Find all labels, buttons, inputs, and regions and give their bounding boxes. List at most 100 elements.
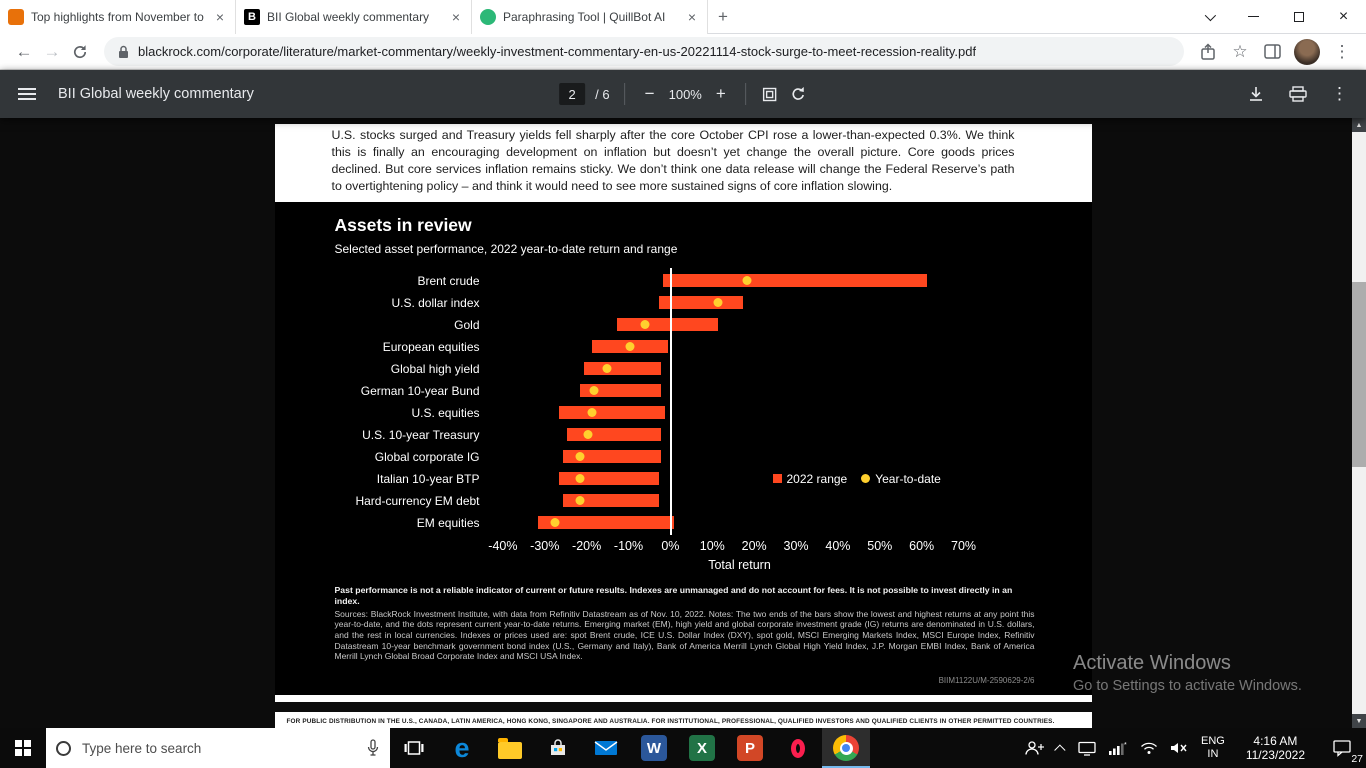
tab-close-icon[interactable]: × xyxy=(687,8,696,25)
powerpoint-button[interactable]: P xyxy=(726,728,774,768)
fit-page-icon[interactable] xyxy=(761,87,779,102)
zoom-out-button[interactable]: − xyxy=(644,84,655,103)
print-glyph xyxy=(1289,86,1307,102)
tray-expand-button[interactable] xyxy=(1052,728,1072,768)
url-text[interactable]: blackrock.com/corporate/literature/marke… xyxy=(138,44,977,59)
ytd-dot[interactable] xyxy=(587,407,597,417)
rotate-icon[interactable] xyxy=(789,86,807,102)
category-label: Gold xyxy=(454,317,480,332)
ytd-dot[interactable] xyxy=(589,385,599,395)
chrome-button[interactable] xyxy=(822,728,870,768)
intro-paragraph: U.S. stocks surged and Treasury yields f… xyxy=(331,128,1015,193)
microphone-icon[interactable] xyxy=(366,739,380,757)
tab-close-icon[interactable]: × xyxy=(451,8,460,25)
share-icon[interactable] xyxy=(1194,38,1222,66)
side-panel-icon[interactable] xyxy=(1258,38,1286,66)
legend-label: Year-to-date xyxy=(875,471,941,486)
tab-close-icon[interactable]: × xyxy=(215,8,224,25)
ytd-dot[interactable] xyxy=(583,429,593,439)
browser-tab-3[interactable]: Paraphrasing Tool | QuillBot AI × xyxy=(472,0,708,34)
browser-menu-kebab-icon[interactable]: ⋮ xyxy=(1333,41,1351,61)
range-bar[interactable] xyxy=(567,427,662,441)
zoom-level-label: 100% xyxy=(668,86,702,102)
range-bar[interactable] xyxy=(663,273,928,287)
ytd-dot[interactable] xyxy=(575,495,585,505)
ytd-dot[interactable] xyxy=(550,517,559,527)
back-icon[interactable]: ← xyxy=(15,41,33,61)
lock-icon xyxy=(119,45,128,58)
bookmark-star-icon[interactable]: ☆ xyxy=(1232,41,1248,61)
axis-tick-label: 60% xyxy=(909,538,935,553)
volume-tray-button[interactable] xyxy=(1164,728,1195,768)
ytd-dot[interactable] xyxy=(602,363,612,373)
mail-button[interactable] xyxy=(582,728,630,768)
edge-button[interactable]: e xyxy=(438,728,486,768)
zoom-in-button[interactable]: + xyxy=(715,84,726,103)
scrollbar[interactable]: ▲ ▼ xyxy=(1352,118,1366,728)
range-bar[interactable] xyxy=(583,361,662,375)
category-label: U.S. 10-year Treasury xyxy=(362,427,480,442)
reload-icon[interactable] xyxy=(66,38,94,66)
excel-icon: X xyxy=(689,735,715,761)
minimize-button[interactable] xyxy=(1231,0,1276,34)
download-icon[interactable] xyxy=(1247,86,1265,102)
language-indicator[interactable]: ENG IN xyxy=(1195,728,1231,768)
forward-icon[interactable]: → xyxy=(43,41,61,61)
system-tray: * ENG IN 4:16 AM 11/23/2022 27 xyxy=(1018,728,1366,768)
scrollbar-track[interactable] xyxy=(1352,132,1366,714)
range-bar[interactable] xyxy=(579,383,662,397)
wifi-tray-button[interactable] xyxy=(1134,728,1164,768)
row-track xyxy=(488,424,978,446)
range-bar[interactable] xyxy=(558,471,660,485)
ytd-dot[interactable] xyxy=(713,297,723,307)
new-tab-button[interactable]: + xyxy=(718,6,728,26)
excel-button[interactable]: X xyxy=(678,728,726,768)
browser-tab-2[interactable]: B BII Global weekly commentary × xyxy=(236,0,472,34)
maximize-button[interactable] xyxy=(1276,0,1321,34)
chevron-up-icon xyxy=(1054,744,1066,756)
ytd-dot[interactable] xyxy=(575,451,585,461)
row-track xyxy=(488,512,978,534)
browser-tab-1[interactable]: Top highlights from November to × xyxy=(0,0,236,34)
opera-button[interactable] xyxy=(774,728,822,768)
range-bar[interactable] xyxy=(617,317,718,331)
ytd-dot[interactable] xyxy=(575,473,585,483)
people-button[interactable] xyxy=(1018,728,1052,768)
chart-subtitle: Selected asset performance, 2022 year-to… xyxy=(334,241,678,256)
microsoft-store-button[interactable] xyxy=(534,728,582,768)
ytd-dot[interactable] xyxy=(742,275,752,285)
file-explorer-button[interactable] xyxy=(486,728,534,768)
start-button[interactable] xyxy=(0,728,46,768)
pdf-more-kebab-icon[interactable]: ⋮ xyxy=(1331,84,1348,103)
row-track xyxy=(488,336,978,358)
ytd-dot[interactable] xyxy=(625,341,635,351)
page-total-label: / 6 xyxy=(595,86,610,102)
ytd-dot[interactable] xyxy=(640,319,650,329)
range-bar[interactable] xyxy=(562,493,660,507)
print-icon[interactable] xyxy=(1289,86,1307,102)
cellular-tray-button[interactable]: * xyxy=(1102,728,1134,768)
range-bar[interactable] xyxy=(537,515,674,529)
action-center-button[interactable]: 27 xyxy=(1320,728,1366,768)
task-view-button[interactable] xyxy=(390,728,438,768)
range-bar[interactable] xyxy=(659,295,743,309)
tab-search-chevron-icon[interactable] xyxy=(1186,0,1231,34)
scroll-up-icon[interactable]: ▲ xyxy=(1352,118,1366,132)
scroll-down-icon[interactable]: ▼ xyxy=(1352,714,1366,728)
close-window-button[interactable]: × xyxy=(1338,7,1349,25)
monitor-tray-button[interactable] xyxy=(1072,728,1102,768)
pdf-menu-icon[interactable] xyxy=(18,88,36,100)
disclaimer-bold: Past performance is not a reliable indic… xyxy=(334,584,1013,606)
search-input[interactable] xyxy=(80,739,357,757)
range-bar[interactable] xyxy=(562,449,662,463)
tab-title: Paraphrasing Tool | QuillBot AI xyxy=(503,9,666,24)
page-number-input[interactable]: 2 xyxy=(559,83,586,105)
profile-avatar[interactable] xyxy=(1294,38,1320,65)
document-id: BIIM1122U/M-2590629-2/6 xyxy=(938,675,1035,685)
clock[interactable]: 4:16 AM 11/23/2022 xyxy=(1231,728,1320,768)
taskbar-search[interactable] xyxy=(46,728,390,768)
scrollbar-thumb[interactable] xyxy=(1352,282,1366,467)
word-button[interactable]: W xyxy=(630,728,678,768)
range-bar[interactable] xyxy=(558,405,666,419)
address-bar[interactable]: blackrock.com/corporate/literature/marke… xyxy=(104,37,1184,66)
